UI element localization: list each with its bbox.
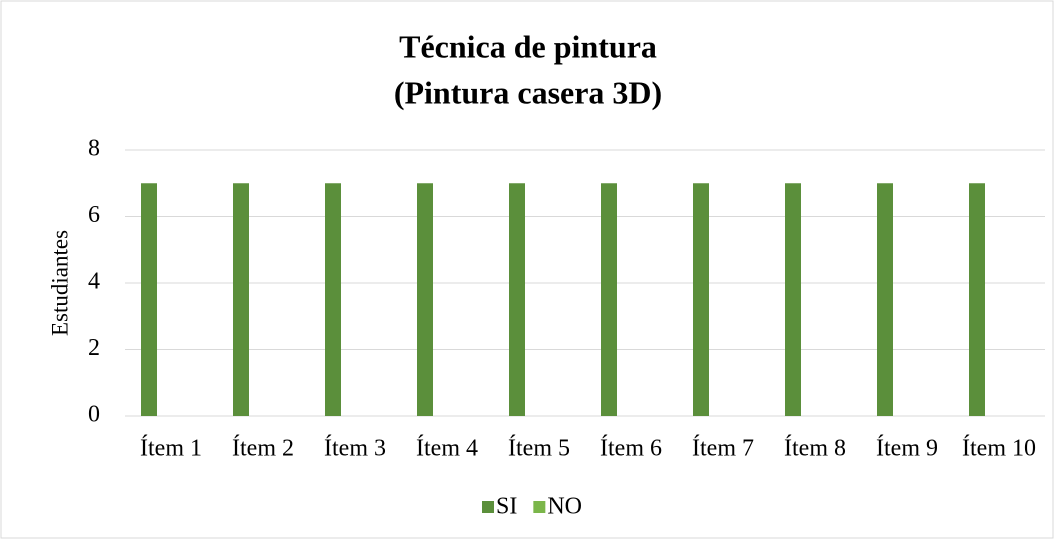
bar: [877, 183, 893, 416]
bar: [969, 183, 985, 416]
y-tick-label: 4: [88, 269, 100, 295]
legend-swatch: [533, 501, 546, 513]
y-tick-label: 8: [88, 136, 100, 162]
legend-label: SI: [496, 494, 517, 520]
bar: [785, 183, 801, 416]
x-tick-label: Ítem 9: [876, 436, 938, 462]
y-tick-label: 0: [88, 402, 100, 428]
y-tick-label: 6: [88, 202, 100, 228]
x-tick-label: Ítem 7: [692, 436, 754, 462]
chart-title: Técnica de pintura: [399, 28, 657, 64]
bar: [509, 183, 525, 416]
legend-label: NO: [547, 494, 582, 520]
y-tick-label: 2: [88, 335, 100, 361]
bar: [141, 183, 157, 416]
x-tick-label: Ítem 5: [508, 436, 570, 462]
x-tick-label: Ítem 2: [232, 436, 294, 462]
chart-title: (Pintura casera 3D): [394, 74, 662, 110]
bar: [417, 183, 433, 416]
x-tick-label: Ítem 8: [784, 436, 846, 462]
x-tick-label: Ítem 6: [600, 436, 662, 462]
bar: [233, 183, 249, 416]
y-axis-label: Estudiantes: [47, 230, 72, 336]
x-tick-label: Ítem 1: [140, 436, 202, 462]
bar: [693, 183, 709, 416]
legend-swatch: [482, 501, 494, 513]
bar: [601, 183, 617, 416]
x-tick-label: Ítem 3: [324, 436, 386, 462]
bar: [325, 183, 341, 416]
x-tick-label: Ítem 10: [962, 436, 1036, 462]
x-tick-label: Ítem 4: [416, 436, 478, 462]
